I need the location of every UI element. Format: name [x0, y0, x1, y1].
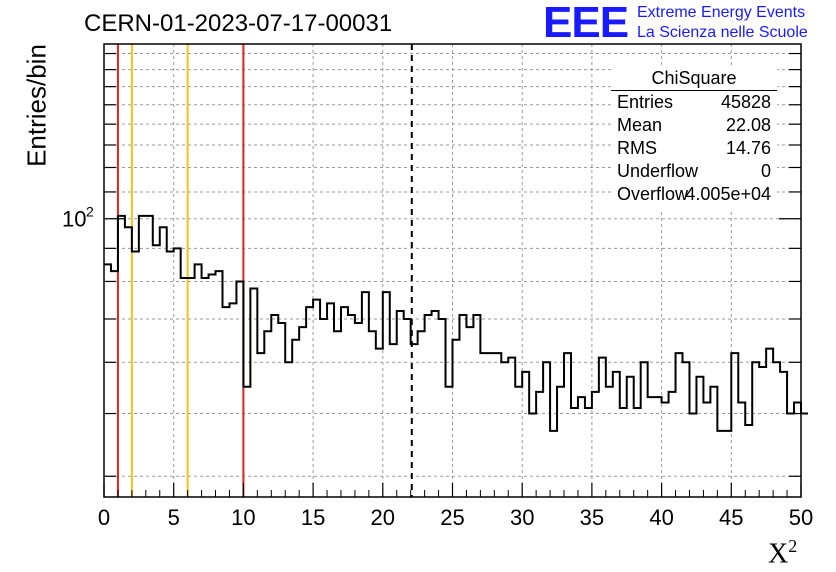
y-tick-label: 10 [62, 207, 86, 232]
histogram-series [104, 214, 808, 432]
x-tick-label: 35 [580, 505, 604, 530]
x-tick-label: 30 [510, 505, 534, 530]
chart-title: CERN-01-2023-07-17-00031 [84, 10, 393, 37]
eee-logo: EEE [543, 0, 629, 47]
marker-lines [116, 44, 413, 497]
x-tick-label: 5 [168, 505, 180, 530]
stats-value: 45828 [720, 92, 771, 112]
stats-key: Entries [617, 92, 674, 112]
stats-value: 22.08 [725, 115, 771, 135]
grid-lines [104, 44, 801, 497]
y-tick-label-sup: 2 [86, 204, 94, 220]
logo-line-1: Extreme Energy Events [637, 4, 806, 21]
x-axis-label-sup: 2 [788, 536, 798, 556]
stats-key: Overflow [617, 184, 689, 204]
x-axis-label: X2 [768, 536, 797, 570]
stats-row-entries: Entries 45828 [617, 92, 771, 115]
stats-row-mean: Mean 22.08 [617, 115, 771, 138]
stats-box: ChiSquare Entries 45828 Mean 22.08 RMS 1… [611, 68, 777, 210]
stats-row-rms: RMS 14.76 [617, 138, 771, 161]
stats-value: 14.76 [725, 138, 771, 158]
y-axis-label: Entries/bin [21, 44, 52, 167]
stats-row-overflow: Overflow 4.005e+04 [617, 184, 771, 207]
x-tick-label: 15 [301, 505, 325, 530]
x-axis-label-base: X [768, 538, 789, 570]
x-tick-label: 45 [719, 505, 743, 530]
stats-key: Mean [617, 115, 663, 135]
stats-key: RMS [617, 138, 657, 158]
x-tick-label: 0 [98, 505, 110, 530]
x-tick-label: 10 [231, 505, 255, 530]
x-tick-label: 25 [440, 505, 464, 530]
stats-key: Underflow [617, 161, 699, 181]
stats-header: ChiSquare [611, 68, 777, 91]
x-tick-label: 20 [371, 505, 395, 530]
stats-value: 0 [760, 161, 771, 181]
x-tick-label: 50 [789, 505, 813, 530]
x-tick-label: 40 [649, 505, 673, 530]
logo-line-2: La Scienza nelle Scuole [637, 24, 808, 41]
stats-row-underflow: Underflow 0 [617, 161, 771, 184]
stats-value: 4.005e+04 [685, 184, 771, 204]
axis-ticks [103, 52, 802, 497]
